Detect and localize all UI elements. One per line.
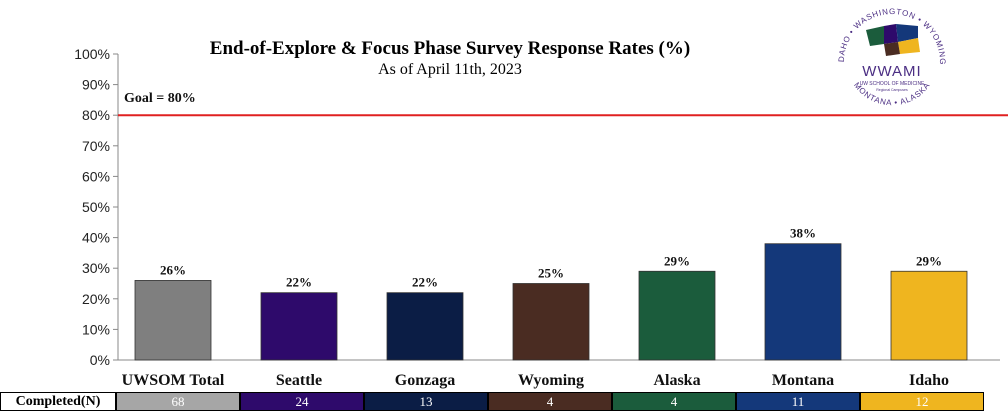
completed-cell: 24: [240, 392, 364, 411]
bar-wyoming: [512, 283, 590, 361]
bar-gonzaga: [386, 292, 464, 361]
data-label: 22%: [286, 275, 312, 290]
bar-uwsom-total: [134, 280, 212, 361]
completed-label: Completed(N): [0, 392, 116, 411]
data-label: 22%: [412, 275, 438, 290]
y-tick-label: 100%: [74, 46, 110, 62]
wwami-logo: IDAHO • WASHINGTON • WYOMING MONTANA • A…: [832, 4, 946, 107]
y-tick-label: 90%: [82, 77, 110, 93]
data-label: 29%: [916, 253, 942, 268]
bar-chart: 0% 10% 20% 30% 40% 50% 60% 70% 80% 90% 100% 26% 22%…: [74, 46, 1008, 389]
data-label: 29%: [664, 253, 690, 268]
chart-subtitle: As of April 11th, 2023: [378, 61, 522, 78]
completed-cell: 13: [364, 392, 488, 411]
chart-title: End-of-Explore & Focus Phase Survey Resp…: [209, 38, 691, 59]
y-axis: 0% 10% 20% 30% 40% 50% 60% 70% 80% 90% 100%: [74, 46, 1000, 368]
wwami-wordmark: WWAMI: [862, 63, 921, 80]
bars: 26% 22% 22% 25% 29% 38% 29%: [134, 226, 968, 361]
y-tick-label: 0%: [90, 352, 110, 368]
x-axis-labels: UWSOM Total Seattle Gonzaga Wyoming Alaska Mo…: [122, 372, 949, 389]
data-label: 26%: [160, 262, 186, 277]
y-tick-label: 10%: [82, 321, 110, 337]
x-tick-label: Alaska: [653, 372, 700, 389]
goal-line-group: Goal = 80%: [118, 91, 1008, 117]
x-tick-label: Seattle: [276, 372, 322, 389]
y-tick-label: 60%: [82, 168, 110, 184]
y-tick-label: 70%: [82, 138, 110, 154]
data-label: 25%: [538, 266, 564, 281]
completed-cell: 4: [488, 392, 612, 411]
bar-idaho: [890, 270, 968, 361]
y-tick-label: 80%: [82, 107, 110, 123]
x-tick-label: Idaho: [909, 372, 949, 389]
x-tick-label: Gonzaga: [395, 372, 455, 389]
x-tick-label: Montana: [772, 372, 834, 389]
logo-school: UW SCHOOL OF MEDICINE: [860, 81, 925, 87]
logo-subtext: Regional Campuses: [876, 88, 908, 92]
bar-montana: [764, 243, 842, 361]
completed-cell: 68: [116, 392, 240, 411]
completed-cell: 11: [736, 392, 860, 411]
completed-row: Completed(N) 68 24 13 4 4 11 12: [0, 392, 984, 411]
goal-label: Goal = 80%: [124, 91, 196, 106]
y-tick-label: 40%: [82, 230, 110, 246]
data-label: 38%: [790, 226, 816, 241]
x-tick-label: UWSOM Total: [122, 372, 225, 389]
completed-cell: 12: [860, 392, 984, 411]
bar-seattle: [260, 292, 338, 361]
y-tick-label: 50%: [82, 199, 110, 215]
completed-cell: 4: [612, 392, 736, 411]
y-tick-label: 20%: [82, 291, 110, 307]
x-tick-label: Wyoming: [518, 372, 584, 389]
bar-alaska: [638, 270, 716, 361]
y-tick-label: 30%: [82, 260, 110, 276]
